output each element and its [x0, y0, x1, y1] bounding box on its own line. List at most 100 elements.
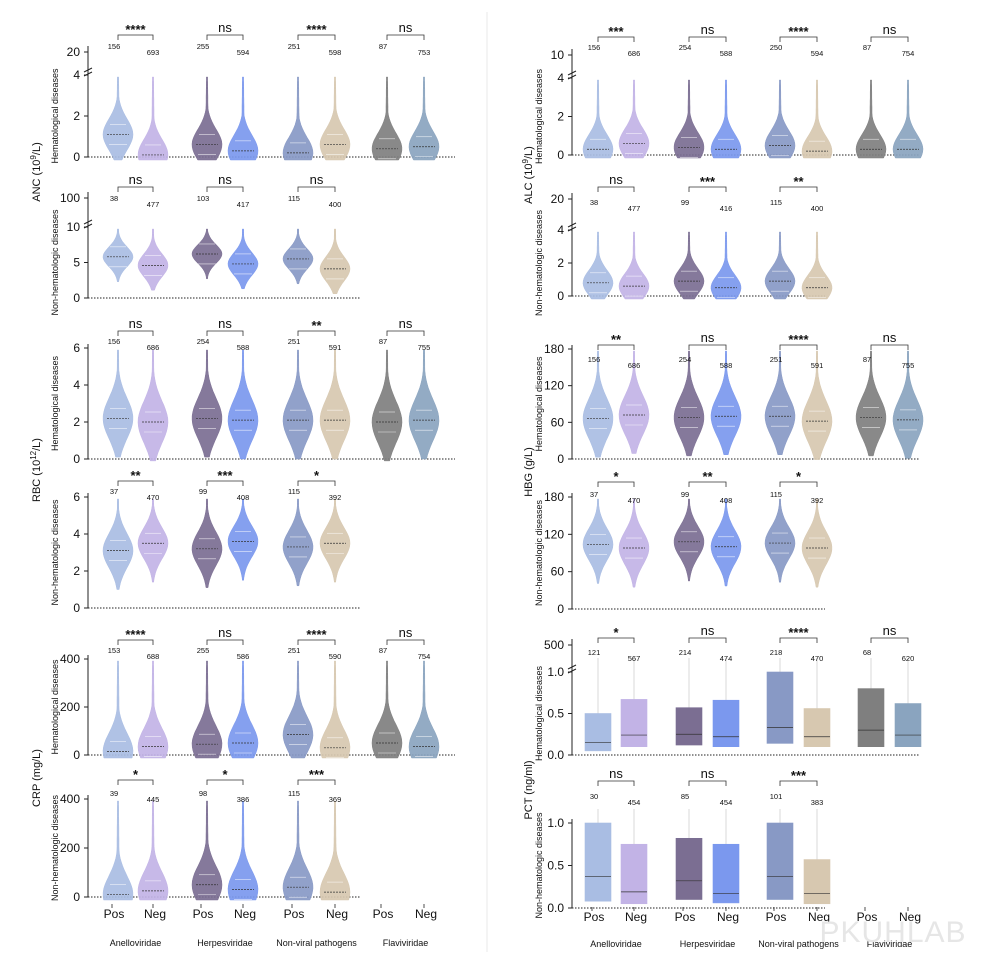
y-tick-label: 0	[557, 148, 564, 162]
box	[675, 707, 703, 746]
n-label: 85	[681, 792, 689, 801]
n-label: 474	[720, 654, 733, 663]
n-label: 369	[329, 795, 342, 804]
axis-break-mark	[567, 226, 577, 232]
significance-bracket	[206, 330, 244, 336]
violin-shape	[618, 231, 650, 300]
significance-label: ns	[883, 22, 897, 37]
y-tick-label: 0.0	[547, 748, 564, 762]
y-axis-title: PCT (ng/ml)	[523, 760, 535, 819]
row-label: Hematological diseases	[50, 355, 60, 451]
significance-label: ns	[701, 623, 715, 638]
y-axis-title: CRP (mg/L)	[31, 749, 43, 807]
significance-label: *	[613, 469, 619, 484]
violin-shape	[282, 800, 314, 901]
violin-shape	[764, 231, 796, 300]
violin-shape	[191, 76, 223, 161]
significance-bracket	[779, 637, 818, 643]
significance-bracket	[870, 344, 909, 350]
group-label: Flaviviridae	[867, 939, 913, 949]
significance-bracket	[206, 480, 244, 486]
y-tick-label: 0	[73, 452, 80, 466]
n-label: 254	[197, 337, 210, 346]
violin-shape	[801, 350, 833, 460]
n-label: 156	[588, 355, 601, 364]
box	[803, 708, 831, 748]
n-label: 688	[147, 652, 160, 661]
significance-label: ns	[399, 625, 413, 640]
significance-label: ns	[399, 316, 413, 331]
axis-break-mark	[83, 71, 93, 77]
violin-shape	[582, 231, 614, 300]
watermark-text: PKUHLAB	[819, 916, 966, 949]
significance-bracket	[597, 637, 635, 643]
y-tick-label: 2	[73, 109, 80, 123]
n-label: 477	[628, 204, 641, 213]
row-label: Non-hematologic diseases	[534, 209, 544, 316]
group-label: Non-viral pathogens	[276, 938, 357, 948]
violin-shape	[319, 76, 351, 161]
y-axis-title: HBG (g/L)	[523, 447, 535, 497]
n-label: 103	[197, 194, 210, 203]
n-label: 156	[588, 43, 601, 52]
violin-shape	[319, 800, 351, 901]
violin-shape	[582, 79, 614, 159]
n-label: 686	[628, 49, 641, 58]
row-label: Hematological diseases	[534, 356, 544, 452]
y-tick-label: 6	[73, 341, 80, 355]
significance-bracket	[206, 779, 244, 785]
group-label: Flaviviridae	[383, 938, 429, 948]
violin-shape	[764, 498, 796, 583]
significance-bracket	[779, 344, 818, 350]
significance-bracket	[779, 186, 818, 192]
y-axis-title: ALC (109/L)	[521, 146, 535, 204]
n-label: 218	[770, 648, 783, 657]
violin-shape	[319, 498, 351, 583]
violin-shape	[371, 660, 403, 759]
n-label: 87	[863, 43, 871, 52]
n-label: 408	[720, 496, 733, 505]
n-label: 392	[811, 496, 824, 505]
n-label: 753	[418, 48, 431, 57]
n-label: 251	[288, 646, 301, 655]
n-label: 594	[811, 49, 824, 58]
n-label: 254	[679, 43, 692, 52]
y-axis-title-main: CRP (mg/L)	[31, 749, 43, 807]
violin-shape	[227, 498, 259, 581]
n-label: 38	[110, 194, 118, 203]
x-label-neg: Neg	[808, 910, 830, 924]
n-label: 693	[147, 48, 160, 57]
n-label: 417	[237, 200, 250, 209]
row-label: Hematological diseases	[534, 665, 544, 761]
axis-break-mark	[83, 223, 93, 229]
violin-shape	[191, 800, 223, 901]
y-tick-label: 2	[73, 415, 80, 429]
significance-bracket	[597, 36, 635, 42]
row-label: Hematological diseases	[50, 659, 60, 755]
significance-bracket	[206, 186, 244, 192]
group-label: Non-viral pathogens	[758, 939, 839, 949]
significance-label: *	[796, 469, 802, 484]
y-tick-label: 4	[557, 223, 564, 237]
y-axis-title-unit: /L)	[31, 142, 43, 155]
violin-shape	[282, 498, 314, 587]
significance-bracket	[386, 330, 425, 336]
significance-label: ****	[306, 627, 327, 642]
violin-shape	[137, 76, 169, 161]
x-label-neg: Neg	[326, 907, 348, 921]
box	[803, 859, 831, 905]
axis-break-mark	[83, 219, 93, 225]
significance-label: ns	[701, 330, 715, 345]
group-label: Anelloviridae	[110, 938, 162, 948]
violin-shape	[855, 79, 887, 159]
n-label: 254	[679, 355, 692, 364]
violin-shape	[582, 498, 614, 584]
significance-label: *	[133, 767, 139, 782]
violin-shape	[618, 350, 650, 454]
y-tick-label: 4	[557, 71, 564, 85]
y-tick-label: 20	[551, 192, 565, 206]
violin-shape	[319, 660, 351, 759]
box	[712, 699, 740, 747]
x-label-pos: Pos	[766, 910, 787, 924]
significance-bracket	[688, 637, 727, 643]
